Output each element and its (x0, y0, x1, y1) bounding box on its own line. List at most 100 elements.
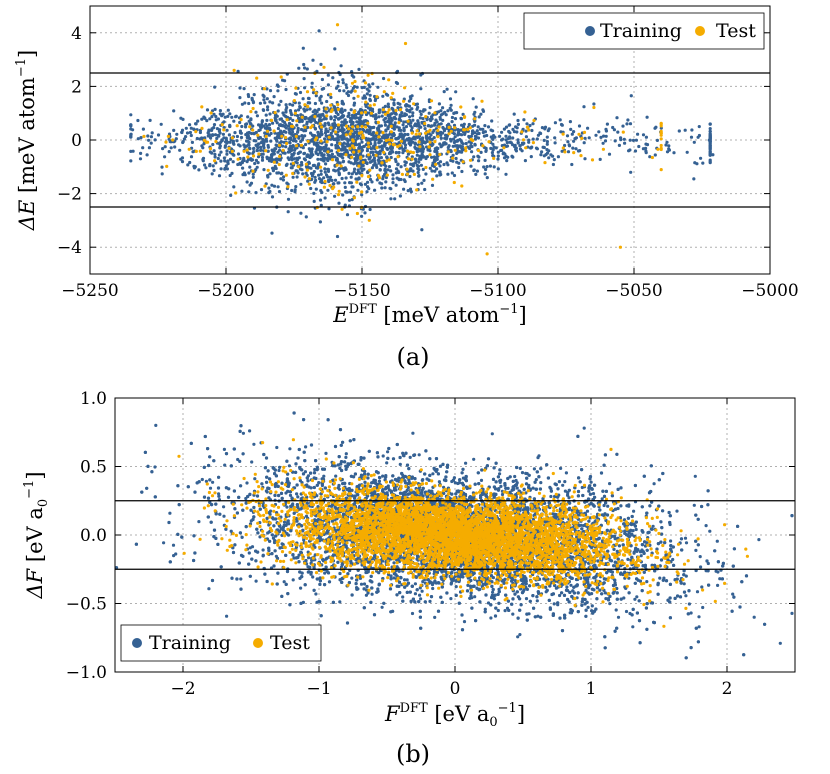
panel-a-training-point (266, 108, 270, 112)
panel-a-training-point (329, 95, 333, 99)
panel-a-training-point (417, 174, 421, 178)
panel-a-training-point (525, 122, 529, 126)
panel-a-training-point (218, 109, 222, 113)
panel-a-test-point (363, 110, 367, 114)
panel-a-training-point (418, 116, 422, 120)
panel-a-training-point (420, 181, 424, 185)
panel-a-training-point (417, 168, 421, 172)
panel-a-test-point (294, 134, 298, 138)
panel-a-training-point (215, 127, 219, 131)
panel-a-test-point (319, 165, 323, 169)
panel-a-test-point (464, 146, 468, 150)
panel-a-training-point (298, 150, 302, 154)
panel-a-training-point (252, 139, 256, 143)
panel-a-training-point (254, 130, 258, 135)
panel-a-training-point (194, 122, 198, 126)
panel-a-training-point (449, 149, 453, 154)
panel-a-training-point (415, 102, 419, 106)
panel-a-test-point (392, 143, 396, 147)
panel-a-training-point (258, 125, 263, 129)
panel-a-test-point (433, 111, 437, 115)
panel-a-training-point (226, 108, 230, 112)
panel-a-training-point (572, 130, 576, 134)
panel-a-training-point (558, 118, 562, 122)
panel-a-training-point (490, 119, 494, 123)
panel-a-training-point (290, 153, 294, 157)
panel-a-test-point (410, 131, 414, 135)
panel-a-training-point (189, 126, 193, 130)
panel-a-training-point (337, 173, 341, 177)
panel-a-training-point (439, 109, 443, 113)
panel-a-training-point (412, 135, 416, 139)
panel-b: −2 −1 0 1 2−1.0−0.50.00.51.0 Training Test F… (22, 389, 796, 768)
panel-a-training-point (347, 113, 351, 117)
panel-a-training-point (276, 185, 280, 189)
panel-a-training-point (271, 101, 275, 105)
panel-a-training-point (241, 158, 245, 163)
panel-a-test-point (384, 138, 388, 143)
panel-a-training-point (355, 85, 359, 89)
panel-a-training-point (251, 101, 256, 105)
panel-a-training-point (439, 136, 443, 140)
panel-a-training-point (622, 137, 626, 141)
panel-a-training-point (299, 182, 303, 186)
panel-a-training-point (320, 77, 324, 82)
panel-a-training-point (450, 171, 454, 175)
panel-a-training-point (262, 141, 266, 146)
panel-a-test-point (386, 110, 390, 115)
panel-a-training-point (339, 134, 343, 138)
panel-a-training-point (342, 89, 346, 93)
panel-a-training-point (371, 153, 375, 157)
panel-a-training-point (355, 158, 359, 162)
panel-a-training-point (408, 139, 412, 143)
panel-a-training-point (297, 101, 301, 105)
panel-a-training-point (330, 143, 334, 147)
panel-a-test-point (297, 165, 301, 169)
panel-a-training-point (522, 141, 526, 145)
panel-a-training-point (312, 191, 316, 195)
panel-a-training-point (510, 143, 515, 147)
panel-a-training-point (617, 143, 622, 147)
panel-a-training-point (393, 197, 397, 201)
panel-a-training-point (430, 117, 434, 121)
panel-a-training-point (430, 137, 434, 141)
panel-a-training-point (257, 128, 261, 133)
panel-a-training-point (139, 151, 143, 155)
panel-a-training-point (349, 175, 353, 179)
panel-a-training-point (228, 157, 233, 161)
panel-a-test-point (352, 146, 356, 150)
panel-a-training-point (337, 167, 341, 171)
panel-a-training-point (587, 136, 591, 140)
panel-a-training-point (629, 170, 633, 174)
panel-a-test-point (248, 125, 252, 129)
panel-a-training-point (422, 178, 426, 182)
panel-a-training-point (496, 167, 500, 171)
panel-a-training-point (290, 158, 294, 162)
panel-a-training-point (236, 152, 241, 156)
panel-a-training-point (380, 182, 384, 186)
panel-a-xlabel-exp: −1 (499, 302, 518, 317)
panel-a-training-point (262, 98, 266, 102)
panel-a-test-point (659, 122, 663, 126)
panel-a-training-point (286, 197, 291, 201)
panel-a-training-point (362, 144, 366, 148)
panel-a-test-point (239, 118, 243, 122)
panel-a-training-point (248, 136, 252, 141)
panel-a-training-point (413, 123, 417, 128)
panel-a-training-point (393, 157, 397, 161)
panel-a-training-point (365, 190, 369, 194)
panel-a-training-point (482, 165, 486, 169)
panel-a-training-point (336, 117, 341, 121)
panel-a-training-point (420, 152, 424, 156)
panel-a-test-point (436, 128, 440, 133)
panel-a-training-point (431, 130, 435, 134)
panel-a-training-point (334, 86, 339, 90)
panel-a-training-point (217, 174, 222, 178)
panel-a-test-point (390, 138, 394, 142)
panel-a-test-point (310, 124, 314, 128)
panel-a-training-point (628, 148, 632, 152)
panel-a-training-point (216, 156, 220, 161)
panel-a-training-point (276, 109, 280, 113)
panel-a-training-point (285, 162, 289, 166)
panel-a-training-point (223, 145, 227, 149)
